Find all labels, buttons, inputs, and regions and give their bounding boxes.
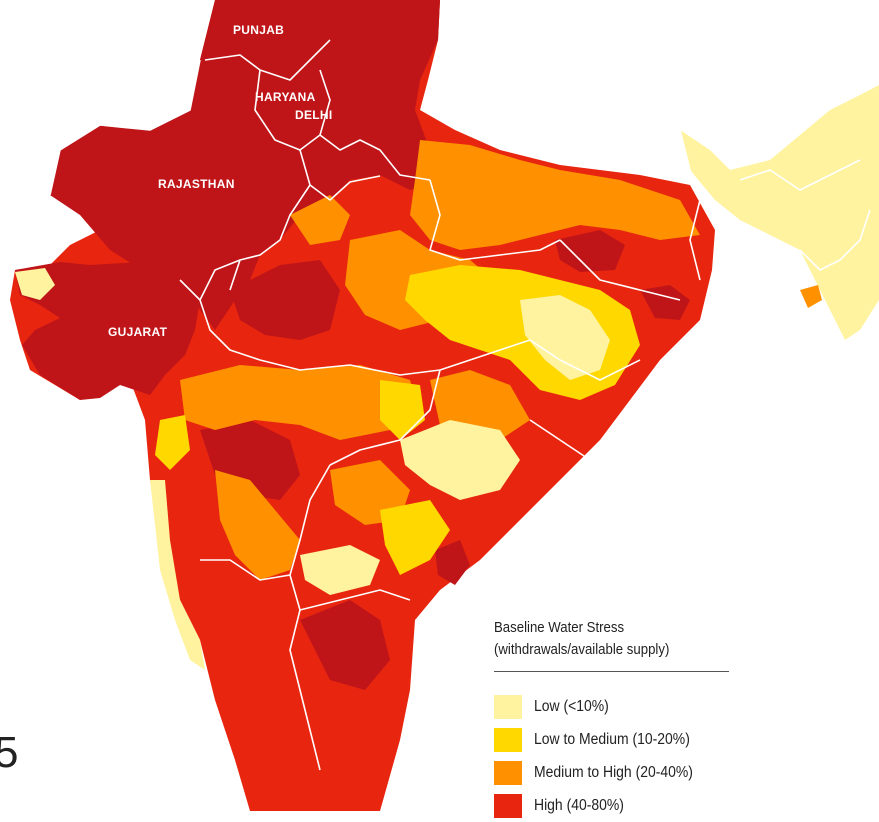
map-legend: Baseline Water Stress (withdrawals/avail… (494, 617, 774, 822)
zone-extremely-high-gujarat (15, 262, 200, 400)
legend-label-low: Low (<10%) (534, 697, 609, 715)
zone-low-medium-ap (380, 500, 450, 575)
zone-extremely-high-central (230, 260, 340, 340)
legend-item-low: Low (<10%) (494, 690, 774, 723)
zone-low-medium-deccan (380, 380, 425, 440)
legend-item-high: High (40-80%) (494, 789, 774, 822)
zone-extremely-high-deccan-2 (300, 600, 390, 690)
state-label-gujarat: GUJARAT (108, 325, 168, 339)
zone-medium-high-nw (290, 195, 350, 245)
legend-title-line2: (withdrawals/available supply) (494, 641, 670, 658)
legend-swatch-low-medium (494, 727, 522, 752)
legend-title-line1: Baseline Water Stress (494, 619, 625, 636)
legend-label-high: High (40-80%) (534, 796, 624, 814)
state-borders (49, 39, 871, 771)
legend-item-medium-high: Medium to High (20-40%) (494, 756, 774, 789)
state-label-punjab: PUNJAB (233, 23, 284, 37)
legend-divider (494, 671, 729, 672)
zone-extremely-high-east-1 (555, 230, 625, 272)
zone-low-south-central (300, 545, 380, 595)
zone-low-east-central (520, 295, 610, 380)
zone-low-northeast (680, 85, 879, 340)
legend-swatch-low (494, 694, 522, 719)
state-label-haryana: HARYANA (255, 90, 316, 104)
zone-extremely-high-coast (435, 540, 470, 585)
state-label-delhi: DELHI (295, 108, 333, 122)
zone-medium-high-northeast (800, 285, 822, 308)
legend-label-low-medium: Low to Medium (10-20%) (534, 730, 690, 748)
legend-label-medium-high: Medium to High (20-40%) (534, 763, 693, 781)
zone-low-deccan (400, 420, 520, 500)
zone-medium-high-gangetic (410, 140, 700, 250)
state-label-rajasthan: RAJASTHAN (158, 177, 235, 191)
zone-medium-high-maharashtra (180, 365, 420, 440)
zone-low-gujarat-coast (15, 268, 55, 300)
legend-swatch-medium-high (494, 760, 522, 785)
legend-swatch-high (494, 793, 522, 818)
zone-medium-high-south (215, 470, 300, 580)
legend-item-low-medium: Low to Medium (10-20%) (494, 723, 774, 756)
cropped-edge-glyph: 5 (0, 728, 19, 777)
zone-low-medium-west (155, 415, 190, 470)
zone-low-west-coast (150, 480, 205, 670)
zone-extremely-high-northwest (50, 0, 440, 330)
